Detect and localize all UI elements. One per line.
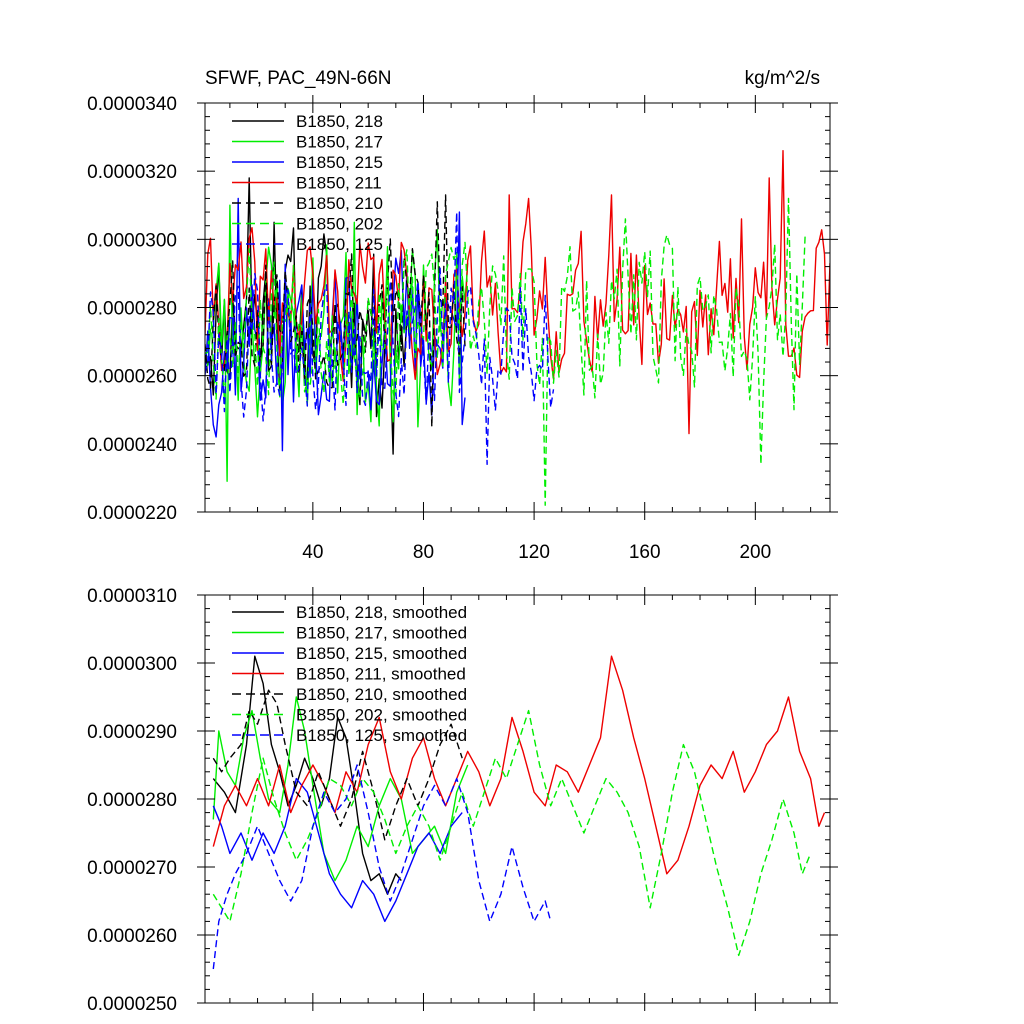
legend-entry-6: B1850, 202, smoothed (296, 706, 467, 725)
bottom-panel-axes: 0.0000250 0.0000260 0.0000270 0.0000280 0.00… (87, 586, 838, 1015)
legend-entry-5: B1850, 210, smoothed (296, 685, 467, 704)
top-panel: SFWF, PAC_49N-66N kg/m^2/s 40 80 120 160 200… (87, 68, 838, 563)
legend-entry-3: B1850, 215 (296, 153, 383, 172)
y-tick-label: 0.0000260 (87, 926, 177, 947)
y-tick-label: 0.0000260 (87, 367, 177, 388)
series-line-4 (212, 655, 826, 875)
top-panel-series-group (205, 150, 830, 506)
legend-entry-2: B1850, 217 (296, 133, 383, 152)
legend-entry-4: B1850, 211 (296, 174, 382, 193)
y-tick-label: 0.0000270 (87, 858, 177, 879)
bottom-panel: 0.0000250 0.0000260 0.0000270 0.0000280 0.00… (87, 586, 838, 1015)
x-tick-label: 200 (739, 542, 771, 563)
legend-entry-4: B1850, 211, smoothed (296, 665, 466, 684)
y-tick-label: 0.0000240 (87, 435, 177, 456)
legend-entry-1: B1850, 218, smoothed (296, 603, 467, 622)
legend-entry-1: B1850, 218 (296, 112, 383, 131)
series-line-3 (212, 777, 463, 923)
legend-entry-3: B1850, 215, smoothed (296, 644, 467, 663)
legend-entry-7: B1850, 125, smoothed (296, 726, 467, 745)
x-tick-label: 120 (518, 542, 550, 563)
y-tick-label: 0.0000280 (87, 790, 177, 811)
legend-entry-2: B1850, 217, smoothed (296, 624, 467, 643)
series-line-4 (205, 150, 830, 435)
x-tick-label: 40 (302, 542, 323, 563)
legend-entry-7: B1850, 125 (296, 235, 383, 254)
y-tick-label: 0.0000310 (87, 586, 177, 607)
series-line-7 (212, 764, 552, 970)
bottom-panel-legend: B1850, 218, smoothed B1850, 217, smoothed… (232, 603, 467, 745)
y-tick-label: 0.0000340 (87, 94, 177, 115)
legend-entry-5: B1850, 210 (296, 194, 383, 213)
x-tick-label: 160 (629, 542, 661, 563)
series-line-1 (212, 655, 402, 895)
bottom-panel-series-group (212, 655, 826, 970)
top-panel-units: kg/m^2/s (745, 68, 820, 89)
y-tick-label: 0.0000290 (87, 722, 177, 743)
y-tick-label: 0.0000220 (87, 503, 177, 524)
y-tick-label: 0.0000300 (87, 230, 177, 251)
y-tick-label: 0.0000300 (87, 654, 177, 675)
y-tick-label: 0.0000320 (87, 162, 177, 183)
y-tick-label: 0.0000250 (87, 994, 177, 1015)
series-line-6 (205, 197, 806, 506)
legend-entry-6: B1850, 202 (296, 215, 383, 234)
top-panel-axes: 40 80 120 160 200 0.0000220 0.0000240 0.0000260… (87, 94, 838, 563)
y-tick-label: 0.0000280 (87, 299, 177, 320)
series-line-7 (205, 211, 555, 465)
top-panel-title: SFWF, PAC_49N-66N (205, 68, 392, 89)
x-tick-label: 80 (413, 542, 434, 563)
series-line-6 (212, 709, 812, 957)
